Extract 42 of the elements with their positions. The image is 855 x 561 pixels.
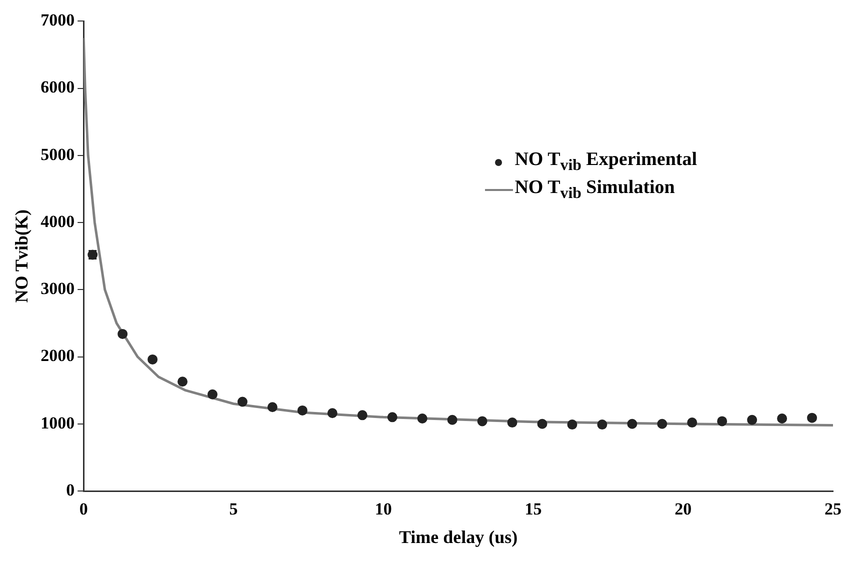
y-tick-label: 3000 (40, 279, 75, 298)
point (597, 420, 608, 430)
x-tick-label: 25 (824, 500, 842, 519)
point (237, 396, 248, 407)
point (118, 328, 128, 339)
x-tick-label: 10 (374, 500, 392, 519)
y-tick-label: 5000 (40, 144, 75, 164)
y-axis-title: NO Tvib(K) (11, 210, 32, 303)
y-tick-label: 7000 (40, 10, 75, 30)
point (417, 414, 428, 424)
point (297, 405, 308, 416)
point (657, 418, 668, 429)
legend-label: NO T$_{vib}$ Experimental (514, 149, 697, 175)
point (747, 414, 758, 425)
point (777, 414, 788, 424)
point (807, 412, 818, 423)
x-tick-label: 20 (674, 500, 692, 519)
point (687, 418, 698, 428)
point (537, 418, 548, 429)
point (327, 408, 338, 418)
point (627, 418, 638, 429)
x-tick-label: 15 (524, 500, 542, 519)
point (267, 402, 278, 412)
x-tick-label: 5 (229, 500, 238, 519)
point (507, 418, 518, 428)
point (477, 416, 488, 426)
point (567, 420, 578, 430)
x-axis-title: Time delay (us) (398, 526, 518, 547)
x-tick-label: 0 (79, 500, 88, 519)
legend-label: NO T$_{vib}$ Simulation (514, 177, 675, 203)
y-tick-label: 1000 (40, 413, 75, 432)
y-tick-label: 0 (66, 480, 75, 500)
point (717, 416, 728, 426)
point (387, 412, 398, 422)
y-tick-label: 6000 (40, 78, 75, 97)
point (178, 376, 188, 387)
point (207, 389, 218, 400)
point (357, 410, 368, 420)
y-tick-label: 4000 (40, 212, 75, 231)
point (148, 354, 158, 364)
y-tick-label: 2000 (40, 346, 75, 366)
point (447, 414, 458, 425)
